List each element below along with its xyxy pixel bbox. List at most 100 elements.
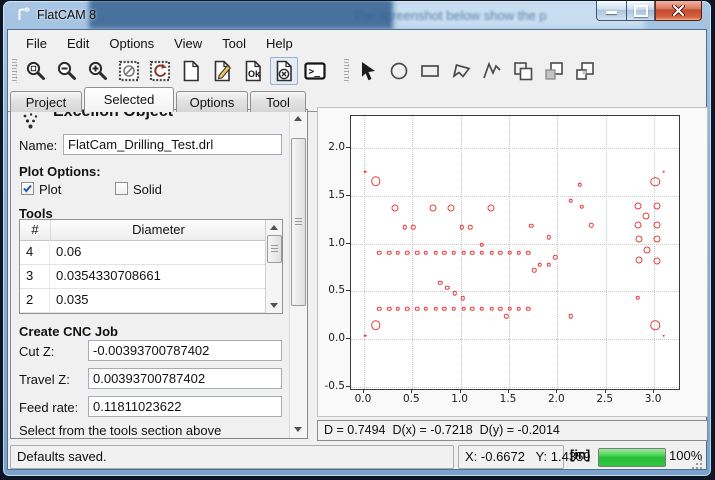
y-tick-mark (346, 385, 350, 387)
drill-hole-marker (635, 235, 643, 243)
geo-intersect-button[interactable] (571, 57, 599, 85)
table-scrollbar-thumb[interactable] (267, 235, 282, 263)
tools-hint-text: Select from the tools section above (19, 423, 222, 438)
tool-number-cell: 3 (20, 264, 50, 288)
drill-hole-marker (459, 225, 464, 230)
edit-file-button[interactable] (208, 57, 236, 85)
drill-hole-marker (433, 306, 438, 312)
drill-hole-marker (531, 268, 537, 273)
table-scroll-down-button[interactable] (266, 298, 282, 313)
menu-view[interactable]: View (174, 35, 203, 51)
replot-button[interactable] (146, 57, 174, 85)
plot-canvas[interactable]: 0.0 0.5 1.0 1.5 2.0 2.5 3.0 -0.5 0.0 0.5 1.0 1.5 2.0 (317, 107, 708, 417)
toolbar-drag-handle[interactable] (12, 58, 17, 83)
y-tick-label: 1.0 (328, 236, 345, 249)
drill-hole-marker (479, 306, 485, 312)
plot-axes[interactable] (350, 115, 680, 390)
y-tick-mark (346, 290, 350, 292)
table-row[interactable]: 3 0.0354330708661 (20, 264, 266, 289)
panel-scroll-down-button[interactable] (290, 422, 306, 437)
table-scrollbar[interactable] (265, 220, 282, 313)
column-header-number[interactable]: # (20, 220, 51, 240)
table-scroll-up-button[interactable] (266, 220, 282, 235)
drill-hole-marker (414, 306, 420, 312)
geo-union-button[interactable] (509, 57, 537, 85)
column-header-diameter[interactable]: Diameter (132, 222, 185, 237)
drill-hole-marker (650, 176, 660, 187)
tool-diameter-cell: 0.06 (56, 244, 82, 259)
tools-table-header: # Diameter (20, 220, 266, 241)
drill-hole-marker (588, 222, 594, 228)
new-file-button[interactable] (177, 57, 205, 85)
draw-toolbar-drag-handle[interactable] (344, 58, 349, 83)
resize-grip[interactable] (690, 457, 703, 470)
new-file-icon (183, 60, 199, 81)
travel-z-input[interactable] (88, 368, 282, 389)
drill-hole-marker (635, 256, 643, 264)
menu-help[interactable]: Help (265, 35, 293, 51)
menu-edit[interactable]: Edit (66, 35, 90, 51)
drill-hole-marker (447, 204, 455, 212)
menu-options[interactable]: Options (109, 35, 155, 51)
geo-subtract-button[interactable] (540, 57, 568, 85)
polyline-icon (483, 61, 501, 78)
grid-line-horizontal (351, 196, 679, 198)
drill-hole-marker (642, 212, 650, 220)
grid-line-vertical (412, 116, 414, 389)
delete-object-button[interactable] (270, 56, 298, 85)
draw-polygon-button[interactable] (447, 57, 475, 85)
maximize-button[interactable] (626, 1, 655, 21)
plot-checkbox[interactable] (21, 182, 34, 195)
menu-tool[interactable]: Tool (222, 35, 246, 51)
plot-checkbox-label[interactable]: Plot (39, 182, 62, 197)
panel-scroll-up-button[interactable] (290, 111, 306, 126)
drill-hole-marker (438, 280, 443, 285)
panel-scrollbar-thumb[interactable] (291, 138, 306, 306)
pointer-tool-button[interactable] (354, 57, 382, 85)
y-tick-label: -0.5 (324, 379, 346, 392)
titlebar[interactable]: The screenshot below show the p FlatCAM … (3, 1, 711, 29)
grid-line-vertical (654, 116, 656, 389)
close-button[interactable] (655, 1, 702, 21)
units-label: [in] (570, 447, 591, 462)
table-row[interactable]: 4 0.06 (20, 240, 266, 265)
tab-tool[interactable]: Tool (250, 91, 306, 112)
tab-options[interactable]: Options (176, 91, 248, 112)
menu-file[interactable]: File (26, 35, 47, 51)
table-row[interactable]: 2 0.035 (20, 288, 266, 313)
drill-hole-marker (386, 250, 392, 255)
drill-hole-marker (441, 306, 447, 312)
x-tick-label: 1.0 (451, 393, 468, 405)
status-message: Defaults saved. (10, 445, 454, 469)
zoom-out-button[interactable] (53, 57, 81, 85)
draw-polyline-button[interactable] (478, 57, 506, 85)
drill-hole-marker (653, 202, 661, 210)
draw-circle-button[interactable] (385, 57, 413, 85)
zoom-fit-button[interactable] (22, 57, 50, 85)
tab-selected[interactable]: Selected (84, 87, 174, 112)
drill-hole-marker (452, 290, 458, 296)
flatcam-logo-icon (18, 7, 30, 20)
cut-z-input[interactable] (88, 340, 282, 361)
clear-plot-button[interactable] (115, 57, 143, 85)
shell-button[interactable]: >_ (301, 57, 329, 85)
feed-rate-input[interactable] (88, 396, 282, 417)
drill-hole-marker (461, 250, 466, 255)
x-tick-label: 2.5 (596, 393, 614, 405)
window-controls (596, 1, 702, 21)
solid-checkbox-label[interactable]: Solid (133, 182, 162, 197)
zoom-in-button[interactable] (84, 57, 112, 85)
x-tick-label: 0.0 (354, 393, 372, 405)
minimize-button[interactable] (596, 1, 626, 21)
solid-checkbox[interactable] (115, 182, 128, 195)
tab-project[interactable]: Project (10, 91, 82, 112)
tool-diameter-cell: 0.035 (56, 292, 89, 307)
draw-rectangle-button[interactable] (416, 57, 444, 85)
object-name-input[interactable] (63, 134, 282, 155)
accept-file-button[interactable]: Ok (239, 57, 267, 85)
drill-hole-marker (391, 204, 399, 212)
panel-scrollbar[interactable] (289, 110, 307, 438)
scroll-down-icon (270, 303, 278, 308)
drill-hole-marker (470, 306, 475, 312)
